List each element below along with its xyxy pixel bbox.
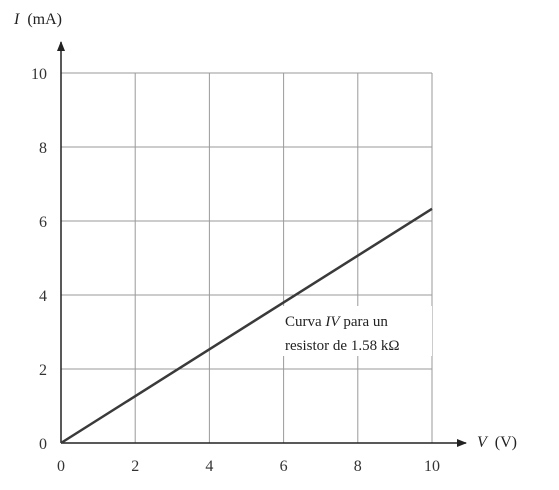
x-tick-label: 2 bbox=[131, 458, 139, 475]
annotation-prefix: Curva bbox=[285, 314, 325, 330]
x-tick-label: 10 bbox=[424, 458, 440, 475]
annotation-line-1: Curva IV para un bbox=[285, 314, 388, 330]
tick-labels: 0 2 4 6 8 10 0 2 4 6 8 10 bbox=[31, 66, 440, 475]
grid bbox=[61, 72, 433, 443]
y-tick-label: 6 bbox=[39, 214, 47, 231]
x-axis-unit: (V) bbox=[495, 434, 517, 451]
annotation-background bbox=[282, 306, 432, 356]
annotation-line-2: resistor de 1.58 kΩ bbox=[285, 338, 399, 354]
y-axis-unit: (mA) bbox=[27, 11, 62, 28]
iv-line bbox=[60, 207, 433, 445]
y-tick-label: 4 bbox=[39, 288, 47, 305]
axes bbox=[57, 41, 467, 447]
y-tick-label: 10 bbox=[31, 66, 47, 83]
y-tick-label: 0 bbox=[39, 436, 47, 453]
x-axis-var: V bbox=[477, 434, 489, 451]
x-axis-label: V (V) bbox=[477, 434, 517, 451]
x-tick-label: 8 bbox=[354, 458, 362, 475]
y-tick-label: 2 bbox=[39, 362, 47, 379]
y-axis-label: I (mA) bbox=[13, 11, 62, 28]
annotation-suffix: para un bbox=[340, 314, 389, 330]
x-tick-label: 6 bbox=[280, 458, 288, 475]
x-tick-label: 0 bbox=[57, 458, 65, 475]
series-annotation: Curva IV para un resistor de 1.58 kΩ bbox=[282, 306, 432, 356]
series bbox=[60, 207, 433, 445]
y-tick-label: 8 bbox=[39, 140, 47, 157]
annotation-iv: IV bbox=[324, 314, 341, 330]
x-tick-label: 4 bbox=[205, 458, 213, 475]
y-axis-var: I bbox=[13, 11, 20, 28]
